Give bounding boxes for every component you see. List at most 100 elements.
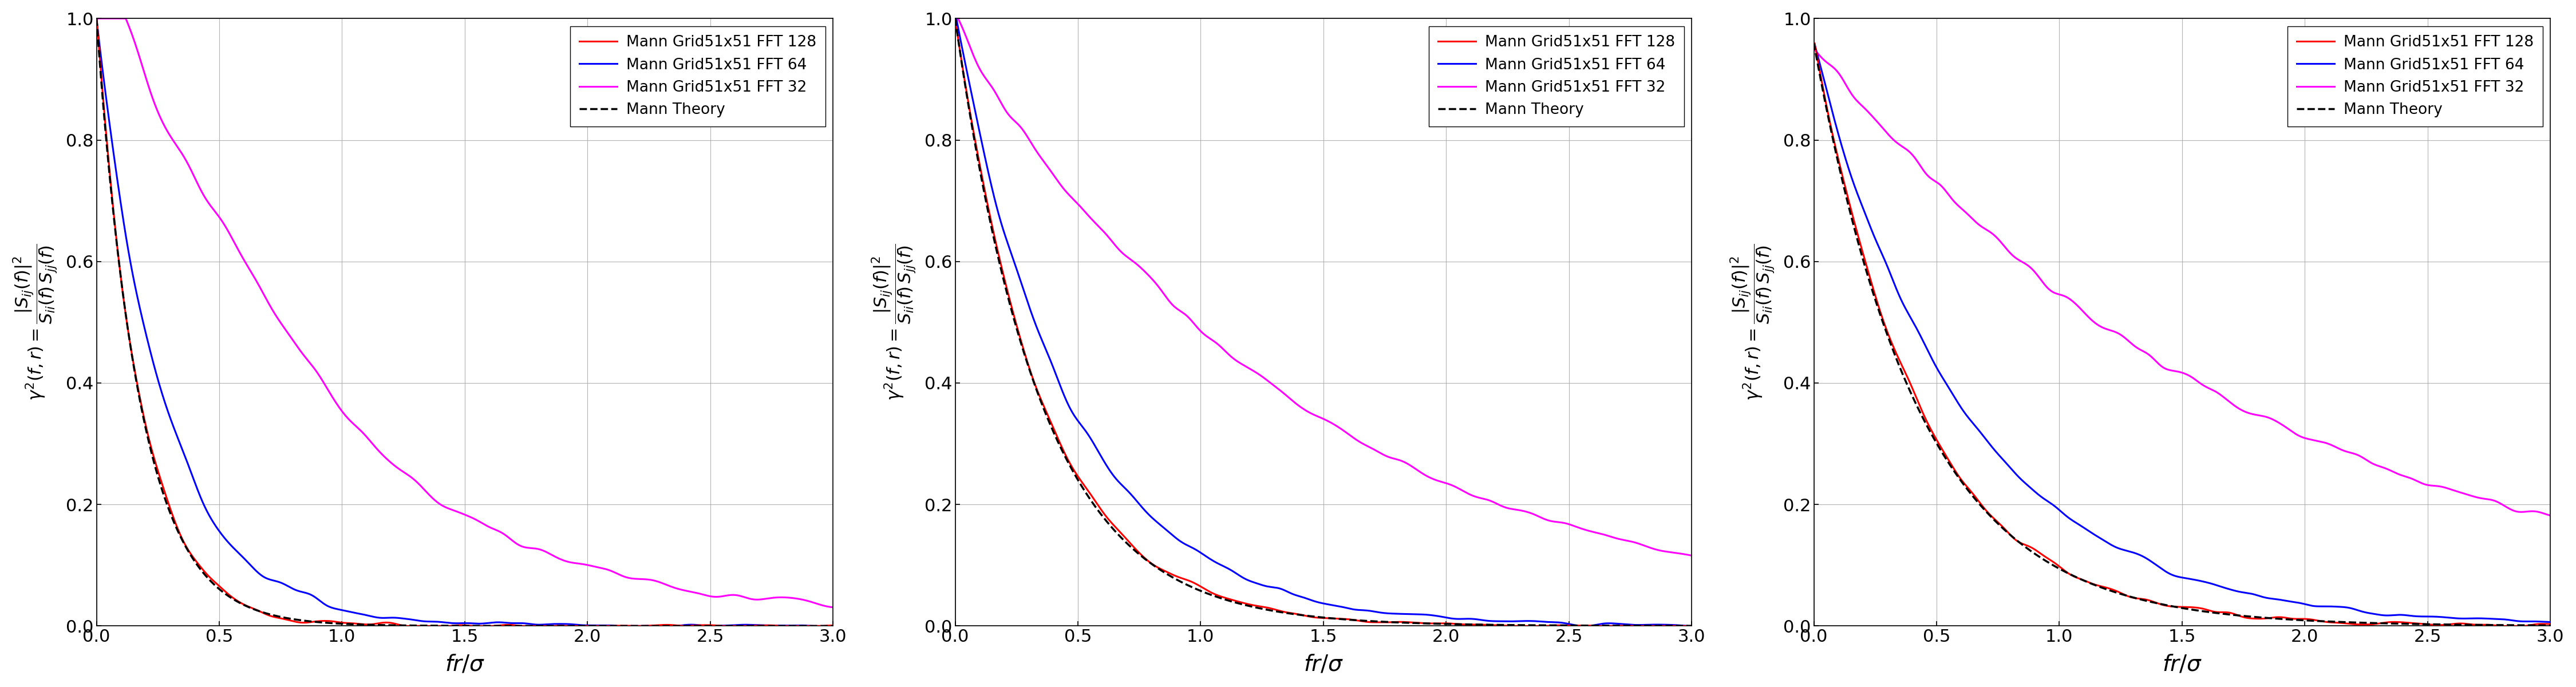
Mann Grid51x51 FFT 32 (1015, 137, 1046, 146)
Mann Grid51x51 FFT 32 (157, 134, 188, 142)
Mann Grid51x51 FFT 32 (654, 583, 685, 591)
Mann Grid51x51 FFT 64 (1677, 622, 1708, 630)
Mann Grid51x51 FFT 128 (670, 622, 701, 630)
Mann Grid51x51 FFT 32 (1515, 508, 1546, 517)
Line: Mann Grid51x51 FFT 32: Mann Grid51x51 FFT 32 (1814, 43, 2550, 515)
Mann Grid51x51 FFT 128 (587, 622, 618, 630)
Mann Theory (1265, 608, 1296, 616)
Mann Grid51x51 FFT 32 (2372, 465, 2403, 473)
Mann Grid51x51 FFT 64 (2535, 618, 2566, 626)
Line: Mann Grid51x51 FFT 32: Mann Grid51x51 FFT 32 (956, 19, 1692, 556)
Mann Grid51x51 FFT 32 (670, 586, 701, 594)
Mann Grid51x51 FFT 128 (1515, 622, 1546, 630)
Mann Grid51x51 FFT 64 (2372, 611, 2403, 620)
Mann Grid51x51 FFT 32 (379, 461, 410, 469)
Mann Grid51x51 FFT 128 (2486, 622, 2517, 630)
Mann Grid51x51 FFT 32 (80, 14, 111, 23)
Mann Theory (817, 622, 848, 630)
Y-axis label: $\gamma^2(f, r) = \dfrac{|S_{ij}(f)|^2}{S_{ii}(f)\, S_{jj}(f)}$: $\gamma^2(f, r) = \dfrac{|S_{ij}(f)|^2}{… (13, 244, 59, 401)
Mann Grid51x51 FFT 128 (1873, 332, 1904, 340)
Mann Theory (1873, 335, 1904, 344)
Mann Grid51x51 FFT 128 (157, 508, 188, 517)
Mann Grid51x51 FFT 128 (1677, 622, 1708, 630)
Mann Theory (80, 14, 111, 23)
Legend: Mann Grid51x51 FFT 128, Mann Grid51x51 FFT 64, Mann Grid51x51 FFT 32, Mann Theor: Mann Grid51x51 FFT 128, Mann Grid51x51 F… (2287, 26, 2543, 126)
Mann Grid51x51 FFT 32 (940, 14, 971, 23)
Mann Theory (1445, 620, 1476, 629)
Mann Grid51x51 FFT 128 (2303, 617, 2334, 625)
Mann Grid51x51 FFT 64 (1236, 578, 1267, 586)
Mann Grid51x51 FFT 128 (80, 14, 111, 23)
Mann Grid51x51 FFT 128 (817, 621, 848, 629)
Mann Grid51x51 FFT 128 (407, 622, 438, 630)
Mann Grid51x51 FFT 64 (1566, 622, 1597, 630)
Mann Grid51x51 FFT 128 (1798, 38, 1829, 47)
Mann Theory (587, 622, 618, 630)
Mann Theory (157, 513, 188, 521)
Mann Grid51x51 FFT 64 (817, 622, 848, 630)
Mann Grid51x51 FFT 128 (1445, 620, 1476, 629)
Mann Grid51x51 FFT 128 (2097, 585, 2128, 594)
Mann Grid51x51 FFT 32 (587, 564, 618, 572)
Mann Grid51x51 FFT 128 (1015, 367, 1046, 375)
Mann Grid51x51 FFT 64 (1798, 38, 1829, 47)
Mann Theory (2535, 621, 2566, 629)
Mann Grid51x51 FFT 64 (2123, 550, 2154, 559)
Line: Mann Grid51x51 FFT 32: Mann Grid51x51 FFT 32 (95, 19, 832, 607)
Mann Grid51x51 FFT 128 (379, 620, 410, 628)
Mann Grid51x51 FFT 128 (2535, 620, 2566, 628)
Mann Theory (1015, 368, 1046, 376)
Mann Grid51x51 FFT 128 (2372, 618, 2403, 627)
Line: Mann Grid51x51 FFT 64: Mann Grid51x51 FFT 64 (1814, 43, 2550, 622)
Line: Mann Theory: Mann Theory (95, 19, 832, 626)
Mann Grid51x51 FFT 128 (2123, 594, 2154, 602)
Mann Grid51x51 FFT 64 (157, 418, 188, 426)
Mann Grid51x51 FFT 32 (1445, 486, 1476, 494)
Line: Mann Theory: Mann Theory (1814, 43, 2550, 625)
Mann Theory (379, 621, 410, 629)
Mann Grid51x51 FFT 32 (2303, 437, 2334, 445)
Line: Mann Grid51x51 FFT 64: Mann Grid51x51 FFT 64 (956, 19, 1692, 626)
Mann Grid51x51 FFT 128 (2385, 618, 2416, 627)
Y-axis label: $\gamma^2(f, r) = \dfrac{|S_{ij}(f)|^2}{S_{ii}(f)\, S_{jj}(f)}$: $\gamma^2(f, r) = \dfrac{|S_{ij}(f)|^2}{… (1728, 244, 1777, 401)
Mann Grid51x51 FFT 64 (670, 621, 701, 629)
Line: Mann Theory: Mann Theory (956, 19, 1692, 626)
Mann Theory (670, 622, 701, 630)
X-axis label: $fr/\sigma$: $fr/\sigma$ (2161, 653, 2202, 675)
Legend: Mann Grid51x51 FFT 128, Mann Grid51x51 FFT 64, Mann Grid51x51 FFT 32, Mann Theor: Mann Grid51x51 FFT 128, Mann Grid51x51 F… (569, 26, 824, 126)
Mann Grid51x51 FFT 32 (1265, 385, 1296, 394)
Mann Theory (654, 622, 685, 630)
Mann Grid51x51 FFT 32 (817, 603, 848, 611)
Mann Grid51x51 FFT 32 (2097, 326, 2128, 335)
Mann Grid51x51 FFT 64 (940, 14, 971, 23)
Line: Mann Grid51x51 FFT 128: Mann Grid51x51 FFT 128 (956, 19, 1692, 626)
Mann Theory (2385, 620, 2416, 628)
Mann Grid51x51 FFT 64 (404, 617, 435, 625)
Mann Grid51x51 FFT 32 (1798, 38, 1829, 47)
Mann Grid51x51 FFT 64 (2385, 611, 2416, 619)
Mann Theory (940, 14, 971, 23)
X-axis label: $fr/\sigma$: $fr/\sigma$ (1303, 653, 1345, 675)
Mann Grid51x51 FFT 32 (404, 482, 435, 490)
Line: Mann Grid51x51 FFT 128: Mann Grid51x51 FFT 128 (1814, 43, 2550, 626)
Mann Theory (1528, 621, 1558, 629)
Legend: Mann Grid51x51 FFT 128, Mann Grid51x51 FFT 64, Mann Grid51x51 FFT 32, Mann Theor: Mann Grid51x51 FFT 128, Mann Grid51x51 F… (1430, 26, 1685, 126)
Mann Theory (404, 622, 435, 630)
Mann Theory (1515, 621, 1546, 629)
Mann Grid51x51 FFT 128 (1236, 601, 1267, 609)
Mann Grid51x51 FFT 64 (1445, 615, 1476, 623)
Mann Theory (1798, 38, 1829, 47)
Mann Grid51x51 FFT 128 (1528, 622, 1558, 630)
Mann Grid51x51 FFT 32 (1873, 131, 1904, 139)
Mann Grid51x51 FFT 128 (1507, 622, 1538, 630)
Y-axis label: $\gamma^2(f, r) = \dfrac{|S_{ij}(f)|^2}{S_{ii}(f)\, S_{jj}(f)}$: $\gamma^2(f, r) = \dfrac{|S_{ij}(f)|^2}{… (871, 244, 917, 401)
Mann Grid51x51 FFT 64 (379, 613, 410, 622)
Line: Mann Grid51x51 FFT 128: Mann Grid51x51 FFT 128 (95, 19, 832, 626)
Mann Grid51x51 FFT 64 (603, 622, 634, 630)
Mann Grid51x51 FFT 64 (1515, 617, 1546, 625)
Mann Theory (2123, 595, 2154, 603)
Mann Grid51x51 FFT 64 (1873, 267, 1904, 275)
Mann Grid51x51 FFT 128 (940, 14, 971, 23)
Mann Grid51x51 FFT 32 (2385, 471, 2416, 480)
Mann Grid51x51 FFT 64 (1015, 306, 1046, 314)
